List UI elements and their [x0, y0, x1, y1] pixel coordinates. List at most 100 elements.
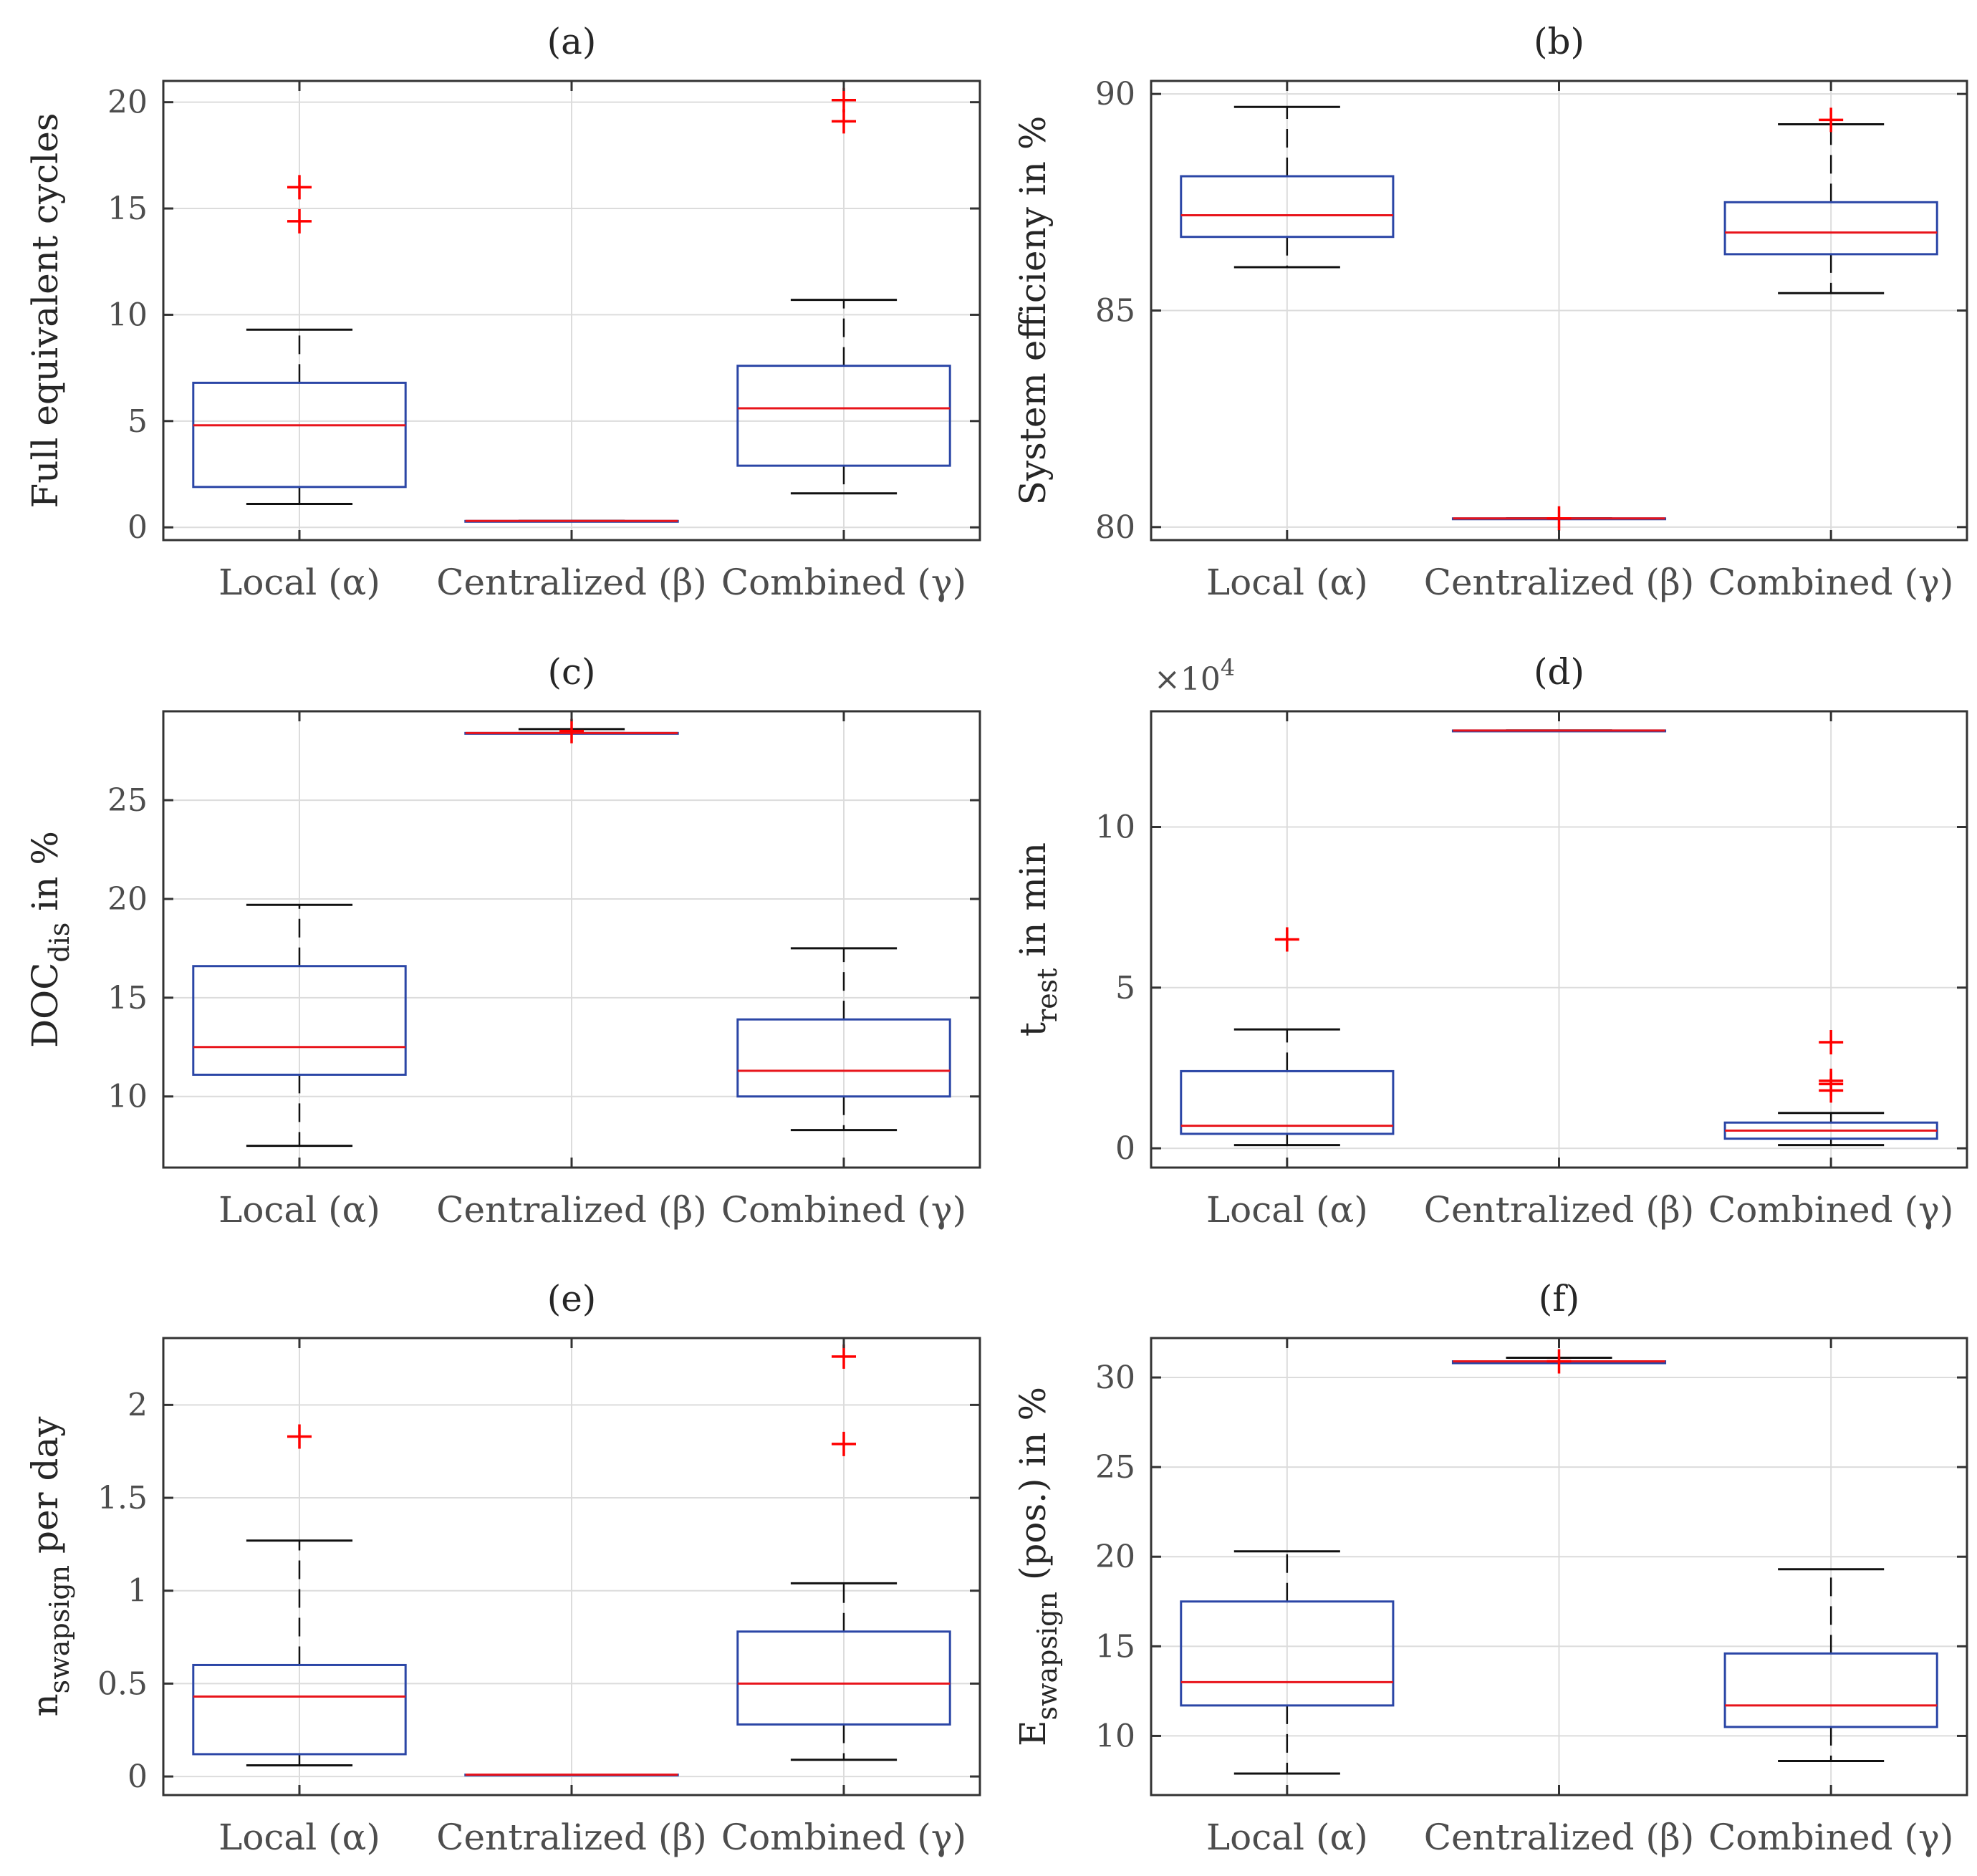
category-label: Local (α)	[218, 562, 380, 603]
y-tick-label: 0	[128, 1759, 148, 1795]
category-label: Combined (γ)	[1708, 562, 1953, 603]
category-label: Local (α)	[1206, 562, 1368, 603]
panel-title: (c)	[547, 651, 595, 693]
axis-multiplier-exponent: 4	[1221, 654, 1235, 681]
outlier-marker	[1274, 927, 1299, 952]
box	[1180, 175, 1395, 239]
category-label: Centralized (β)	[1424, 1817, 1695, 1858]
box	[736, 1018, 951, 1098]
panel-title: (a)	[547, 21, 597, 62]
y-tick-label: 1.5	[97, 1480, 148, 1516]
y-axis-label: trest in min	[1012, 842, 1063, 1036]
category-label: Centralized (β)	[436, 562, 707, 603]
y-axis-label: Full equivalent cycles	[24, 113, 66, 509]
y-axis-label-subscript: swapsign	[1031, 1592, 1063, 1720]
y-tick-label: 80	[1095, 509, 1135, 546]
y-axis-label: DOCdis in %	[24, 831, 75, 1048]
y-tick-label: 30	[1095, 1360, 1135, 1396]
outlier-marker	[832, 87, 856, 112]
y-axis-label-suffix: in min	[1012, 842, 1054, 968]
y-tick-label: 20	[1095, 1539, 1135, 1575]
y-tick-label: 25	[1095, 1449, 1135, 1486]
box	[736, 365, 951, 467]
outlier-marker	[832, 1344, 856, 1369]
outlier-marker	[1819, 1030, 1844, 1055]
outlier-marker	[1547, 1349, 1572, 1374]
y-tick-label: 85	[1095, 293, 1135, 329]
y-axis-label-suffix: (pos.) in %	[1012, 1387, 1054, 1592]
y-axis-label-subscript: rest	[1031, 968, 1063, 1022]
outlier-marker	[287, 1424, 312, 1449]
category-label: Centralized (β)	[436, 1817, 707, 1858]
y-tick-label: 0	[128, 509, 148, 546]
y-axis-label: System efficieny in %	[1012, 116, 1054, 506]
y-tick-label: 15	[107, 191, 148, 227]
y-axis-label-main: Full equivalent cycles	[24, 113, 66, 509]
outlier-marker	[559, 718, 584, 744]
category-label: Combined (γ)	[1708, 1189, 1953, 1231]
category-label: Centralized (β)	[1424, 562, 1695, 603]
box	[192, 965, 407, 1076]
y-axis-label-main: E	[1012, 1721, 1054, 1747]
category-label: Combined (γ)	[721, 562, 966, 603]
y-tick-label: 15	[1095, 1628, 1135, 1665]
y-axis-label: nswapsign per day	[24, 1416, 75, 1717]
outlier-marker	[1819, 1068, 1844, 1093]
y-tick-label: 1	[128, 1573, 148, 1610]
y-axis-label-subscript: swapsign	[44, 1565, 75, 1693]
y-tick-label: 10	[107, 297, 148, 333]
y-axis-label-main: DOC	[24, 963, 66, 1048]
panel-c: 10 15 20 25 Local (α) Centralized (β) Combined…	[24, 651, 981, 1231]
y-axis-label: Eswapsign (pos.) in %	[1012, 1387, 1063, 1746]
y-tick-label: 20	[107, 85, 148, 121]
outlier-marker	[1547, 506, 1572, 531]
panel-title: (f)	[1539, 1278, 1580, 1319]
outlier-marker	[287, 208, 312, 234]
category-label: Local (α)	[1206, 1817, 1368, 1858]
panel-b: 80 85 90 Local (α) Centralized (β) Combined (…	[1012, 21, 1968, 603]
panel-a: 0 5 10 15 20 Local (α) Centralized (β) Combined…	[24, 21, 981, 603]
y-axis-label-main: n	[24, 1693, 66, 1716]
y-axis-label-main: System efficieny in %	[1012, 116, 1054, 506]
category-label: Local (α)	[218, 1189, 380, 1231]
y-axis-label-suffix: in %	[24, 831, 66, 923]
panel-title: (e)	[547, 1278, 597, 1319]
outlier-marker	[832, 109, 856, 134]
category-label: Centralized (β)	[1424, 1189, 1695, 1231]
panel-title: (b)	[1534, 21, 1584, 62]
y-tick-label: 10	[107, 1079, 148, 1115]
y-tick-label: 0.5	[97, 1665, 148, 1702]
panel-title: (d)	[1534, 651, 1584, 693]
panel-e: 0 0.5 1 1.5 2 Local (α) Centralized (β) Combine…	[24, 1278, 981, 1858]
category-label: Combined (γ)	[721, 1817, 966, 1858]
box	[1180, 1600, 1395, 1707]
box	[1723, 1652, 1938, 1728]
y-tick-label: 5	[128, 403, 148, 440]
y-tick-label: 25	[107, 782, 148, 819]
panel-d: 0 5 10 Local (α) Centralized (β) Combined (γ)…	[1012, 651, 1968, 1231]
category-label: Local (α)	[1206, 1189, 1368, 1231]
box	[192, 381, 407, 489]
y-tick-label: 5	[1115, 970, 1135, 1006]
y-tick-label: 10	[1095, 809, 1135, 845]
outlier-marker	[832, 1431, 856, 1456]
y-tick-label: 15	[107, 980, 148, 1016]
y-tick-label: 90	[1095, 76, 1135, 112]
box	[1723, 201, 1938, 256]
y-axis-label-subscript: dis	[44, 923, 75, 963]
axis-multiplier: ×104	[1154, 654, 1235, 698]
y-tick-label: 0	[1115, 1130, 1135, 1167]
category-label: Combined (γ)	[721, 1189, 966, 1231]
box	[192, 1663, 407, 1756]
y-axis-label-suffix: per day	[24, 1416, 66, 1565]
category-label: Combined (γ)	[1708, 1817, 1953, 1858]
category-label: Centralized (β)	[436, 1189, 707, 1231]
outlier-marker	[287, 175, 312, 200]
box	[1180, 1069, 1395, 1135]
y-tick-label: 20	[107, 881, 148, 918]
y-axis-label-main: t	[1012, 1022, 1054, 1036]
outlier-marker	[1819, 107, 1844, 133]
box	[736, 1630, 951, 1726]
panel-f: 10 15 20 25 30 Local (α) Centralized (β) Combin…	[1012, 1278, 1968, 1858]
